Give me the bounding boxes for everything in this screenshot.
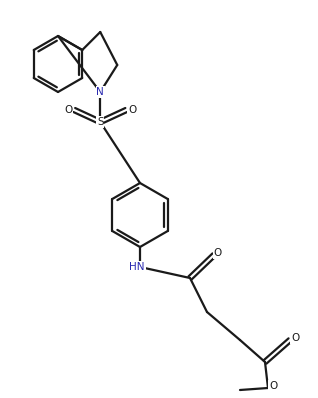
Text: O: O [269,381,277,391]
Text: O: O [128,105,136,115]
Text: HN: HN [129,262,145,272]
Text: O: O [291,333,299,343]
Text: S: S [97,117,104,127]
Text: O: O [214,248,222,258]
Text: N: N [96,87,104,97]
Text: O: O [64,105,73,115]
